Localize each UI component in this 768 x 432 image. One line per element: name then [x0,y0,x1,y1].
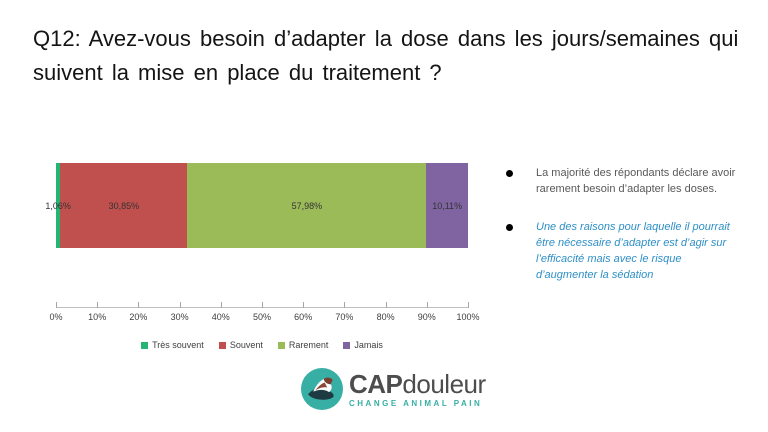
legend-item-rarement: Rarement [277,340,329,350]
axis-tick-label: 0% [49,312,63,322]
axis-tick-label: 20% [129,312,148,322]
bar-segment-souvent: 30,85% [60,163,188,248]
legend-item-souvent: Souvent [218,340,263,350]
legend-label: Très souvent [152,340,204,350]
axis-tick-label: 60% [294,312,313,322]
axis-tick-label: 50% [252,312,272,322]
bullet-icon [506,223,513,231]
legend-item-jamais: Jamais [343,340,383,350]
brand-cap: CAP [349,368,403,399]
capdouleur-logo: CAPdouleur CHANGE ANIMAL PAIN [301,368,486,410]
logo-text: CAPdouleur CHANGE ANIMAL PAIN [349,371,486,408]
axis-tick-label: 10% [88,312,107,322]
axis-tick [303,302,305,308]
axis-tick [220,302,222,308]
axis-tick [385,302,387,308]
legend-swatch [218,341,226,349]
axis-tick-label: 90% [417,312,436,322]
axis-tick-label: 30% [170,312,189,322]
bar-segment-très-souvent: 1,06% [45,163,71,248]
bar-segment-rarement: 57,98% [187,163,427,248]
note-text: La majorité des répondants déclare avoir… [536,167,736,195]
bar-segment-label: 10,11% [432,200,463,211]
legend-swatch [141,341,149,349]
axis-tick [56,302,57,308]
legend-label: Rarement [288,340,329,350]
stacked-bar: 1,06% 30,85% 57,98% 10,11% [45,163,468,248]
bullet-icon [506,170,513,177]
legend-label: Souvent [229,340,263,350]
legend-item-très-souvent: Très souvent [141,340,204,350]
axis-tick [138,302,140,308]
axis-tick-label: 80% [376,312,395,322]
brand-name: CAPdouleur [349,371,486,397]
note-item: La majorité des répondants déclare avoir… [506,166,758,198]
bar-segment-jamais: 10,11% [426,163,468,248]
legend-label: Jamais [354,340,383,350]
axis-tick-label: 70% [335,312,354,322]
axis-tick [262,302,263,308]
axis-tick-label: 40% [211,312,230,322]
bar-segment-label: 30,85% [108,200,140,211]
axis-tick [426,302,428,308]
axis-tick-label: 100% [456,312,480,322]
brand-douleur: douleur [402,368,486,399]
legend-swatch [343,341,351,349]
slide-title: Q12: Avez-vous besoin d’adapter la dose … [33,26,739,86]
brand-tagline: CHANGE ANIMAL PAIN [349,398,483,408]
bar-segment-label: 1,06% [45,200,71,211]
axis-tick [344,302,346,308]
axis-tick [468,302,469,308]
axis-tick [179,302,181,308]
note-item: Une des raisons pour laquelle il pourrai… [506,220,758,284]
legend-swatch [277,341,285,349]
x-axis: 0% 10% 20% 30% 40% 50% 60% 70% 80% 90% 100% [49,302,480,330]
chart-legend: Très souvent Souvent Rarement Jamais [56,340,468,350]
notes-panel: La majorité des répondants déclare avoir… [506,166,758,306]
axis-tick [97,302,99,308]
bar-segment-label: 57,98% [291,200,323,211]
note-text: Une des raisons pour laquelle il pourrai… [536,220,730,281]
animal-logo-icon [301,368,343,410]
